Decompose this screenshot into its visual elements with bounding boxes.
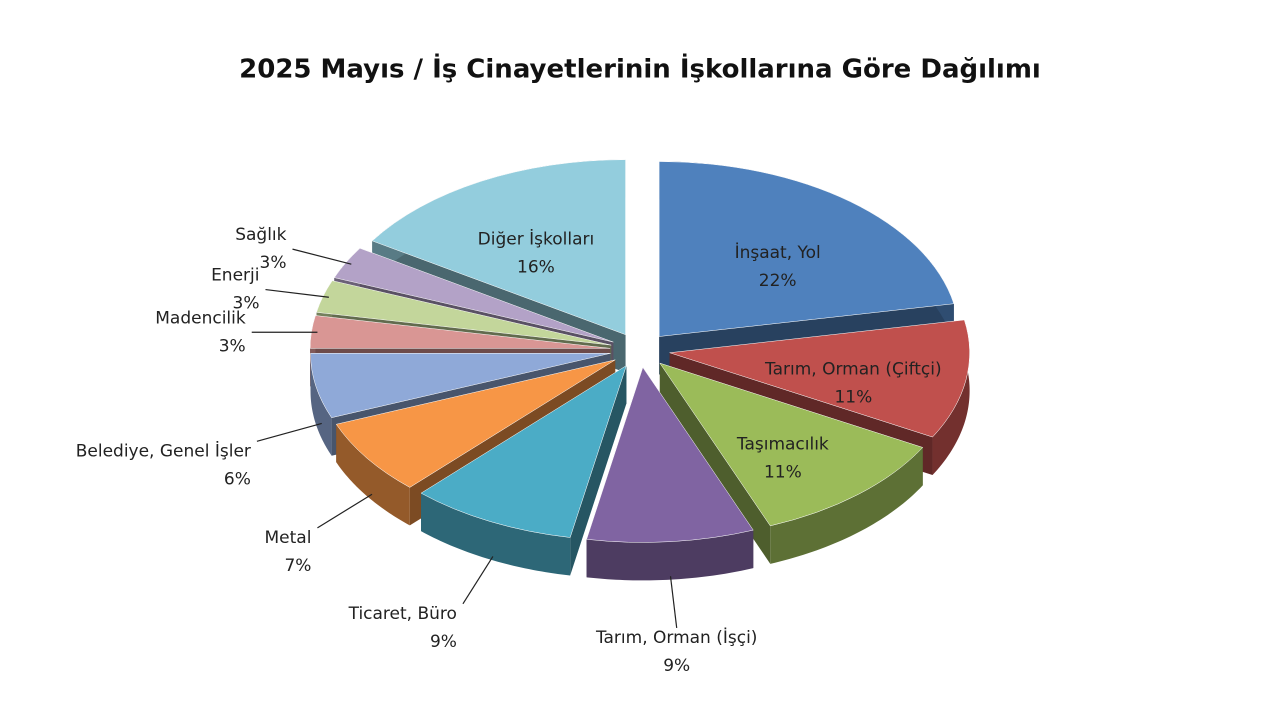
leader-line [317, 493, 373, 529]
slice-value-label: 3% [260, 253, 287, 273]
leader-line [292, 248, 352, 265]
slice-label: Ticaret, Büro [348, 604, 457, 624]
slice-label: Belediye, Genel İşler [76, 440, 251, 461]
slice [669, 319, 970, 438]
slice-label: Madencilik [155, 308, 246, 328]
slice-edge [570, 365, 627, 576]
slice-value-label: 6% [224, 469, 251, 489]
slice-value-label: 16% [517, 258, 555, 278]
slice-label: Enerji [211, 266, 259, 286]
slice-value-label: 7% [284, 556, 311, 576]
slice-label: İnşaat, Yol [735, 242, 821, 263]
slice-value-label: 3% [233, 294, 260, 314]
slice-value-label: 9% [430, 632, 457, 652]
leader-line [462, 556, 494, 605]
slice-side [932, 319, 970, 476]
slice-edge [659, 363, 771, 564]
slice [658, 161, 955, 337]
slice-side [770, 447, 923, 564]
slice-value-label: 9% [663, 656, 690, 676]
slice [659, 362, 924, 527]
slice-value-label: 3% [219, 336, 246, 356]
leader-line [669, 576, 678, 629]
slice-value-label: 11% [834, 388, 872, 408]
leader-line [256, 422, 322, 442]
slice [371, 159, 626, 336]
slice-label: Tarım, Orman (Çiftçi) [764, 360, 942, 380]
slice-value-label: 11% [764, 463, 802, 483]
chart-title: 2025 Mayıs / İş Cinayetlerinin İşkolları… [239, 53, 1041, 85]
slice-side [586, 530, 754, 581]
slice-side [336, 424, 410, 526]
leader-line [265, 288, 329, 298]
slice-label: Tarım, Orman (İşçi) [595, 627, 758, 648]
slice [310, 353, 611, 418]
slice [586, 366, 754, 543]
slice-label: Taşımacılık [736, 435, 829, 455]
slice-label: Diğer İşkolları [478, 229, 595, 250]
slice-side [310, 353, 332, 456]
slice-label: Metal [265, 528, 312, 548]
slice-side [421, 493, 571, 576]
slice-value-label: 22% [759, 271, 797, 291]
slice [335, 359, 616, 488]
slice-label: Sağlık [235, 225, 286, 245]
slice [420, 365, 627, 538]
